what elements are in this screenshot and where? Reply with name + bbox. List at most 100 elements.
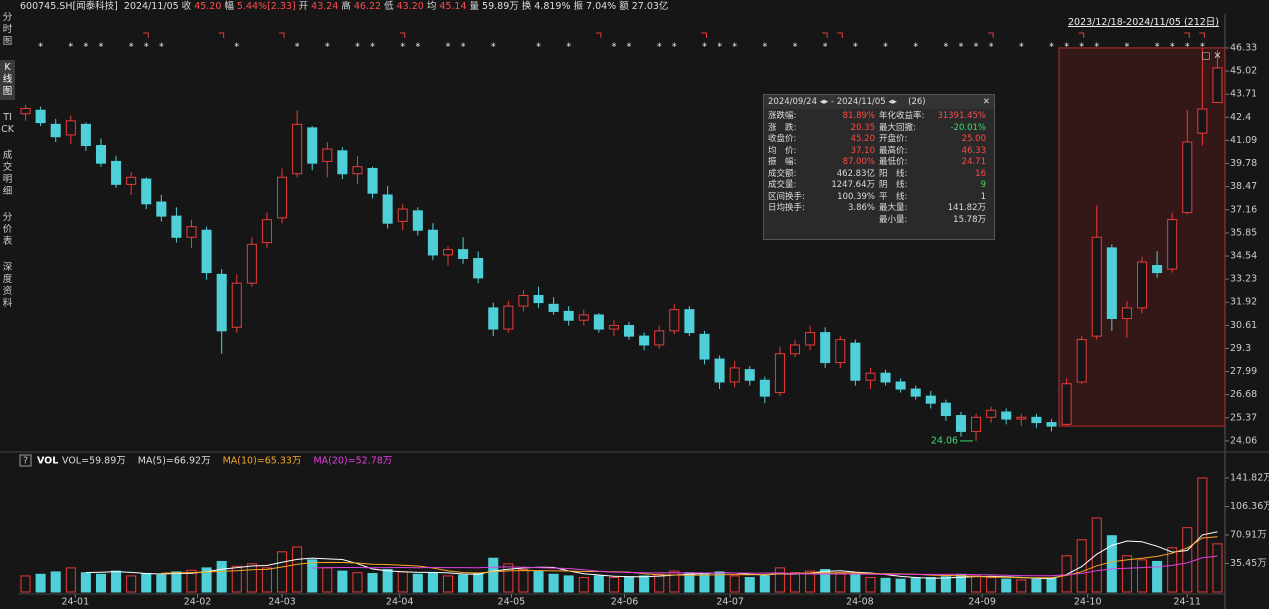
sidebar-tab[interactable]: K线图: [0, 60, 15, 100]
signal-marker: *: [732, 42, 737, 53]
candle-body: [729, 367, 740, 383]
stat-row: 最小量: 15.78万: [879, 215, 990, 227]
y-tick-label: 45.02: [1230, 66, 1257, 77]
candle-body: [367, 167, 378, 194]
stat-row: 振 幅: 87.00%: [768, 157, 879, 169]
signal-marker: *: [1155, 42, 1160, 53]
volume-bar: [1046, 577, 1057, 593]
volume-bar: [20, 575, 31, 593]
stat-label: 开盘价:: [879, 134, 908, 144]
stat-label: 成交量:: [768, 180, 797, 190]
y-tick-label: 141.82万: [1230, 472, 1269, 483]
candle-body: [820, 332, 831, 364]
stat-label: 最高价:: [879, 145, 908, 156]
range-count: (26): [908, 97, 926, 107]
volume-bar: [699, 573, 710, 593]
volume-bar: [412, 573, 423, 593]
range-stats: 2024/09/24 ◂▸ - 2024/11/05 ◂▸ (26) ✕ 涨跌幅:…: [763, 94, 995, 240]
stat-label: 振 幅:: [768, 157, 797, 167]
signal-marker: *: [853, 42, 858, 53]
candle-body: [714, 358, 725, 383]
y-tick-label: 106.36万: [1230, 501, 1269, 512]
volume-bar: [880, 577, 891, 593]
stat-label: 阴 线:: [879, 180, 908, 190]
y-tick-label: 35.45万: [1230, 558, 1267, 569]
signal-marker: *: [68, 42, 73, 53]
date-range[interactable]: 2023/12/18-2024/11/05 (212日): [1067, 17, 1219, 28]
stat-row: 日均换手: 3.86%: [768, 203, 879, 215]
candle-body: [20, 107, 31, 115]
signal-marker: *: [717, 42, 722, 53]
volume-title: VOL: [37, 456, 58, 467]
stat-row: 区间换手: 100.39%: [768, 192, 879, 204]
volume-bar: [382, 568, 393, 593]
selection-range: [1058, 47, 1226, 427]
legend-entry: MA(20)=52.78万: [313, 456, 392, 467]
x-tick-label: 24-06: [611, 597, 639, 608]
sidebar-tab[interactable]: 成交明细: [2, 150, 13, 197]
signal-marker: *: [1079, 42, 1084, 53]
volume-bar: [925, 577, 936, 593]
candle-body: [442, 249, 454, 256]
candle-body: [156, 201, 167, 217]
volume-bar: [246, 563, 257, 593]
stat-row: 阴 线: 9: [879, 180, 990, 192]
signal-marker: *: [84, 42, 89, 53]
stat-value: 20.35: [850, 122, 875, 133]
volume-bar: [1212, 543, 1223, 593]
stat-row: 最高价: 46.33: [879, 146, 990, 158]
stat-label: 区间换手:: [768, 191, 805, 202]
field-value: 5.44%[2.33]: [236, 1, 296, 12]
field-value: 27.03亿: [631, 1, 669, 12]
signal-flag: [837, 32, 843, 38]
volume-bar: [744, 577, 755, 593]
x-tick-label: 24-10: [1074, 597, 1102, 608]
volume-bar: [442, 575, 454, 593]
signal-marker: *: [1064, 42, 1069, 53]
candle-body: [578, 314, 589, 321]
y-tick-label: 27.99: [1230, 366, 1257, 377]
candle-body: [744, 369, 755, 381]
close-button[interactable]: ✕: [982, 97, 990, 107]
volume-bar: [216, 560, 227, 593]
y-tick-label: 25.37: [1230, 412, 1257, 423]
stat-value: 45.20: [850, 134, 875, 144]
signal-flag: [988, 32, 994, 38]
volume-bar: [1167, 547, 1178, 593]
sidebar-tab[interactable]: 分时图: [2, 12, 13, 47]
volume-bar: [292, 546, 303, 593]
y-tick-label: 42.4: [1230, 112, 1251, 123]
sidebar-tab[interactable]: 深度资料: [2, 262, 13, 309]
volume-bar: [1091, 517, 1102, 593]
volume-bar: [774, 567, 785, 593]
stats-right: 年化收益率: 31391.45% 最大回撤: -20.01% 开盘价: 25.00 最高价:…: [879, 111, 990, 226]
volume-ma-line: [85, 531, 1218, 580]
signal-marker: *: [974, 42, 979, 53]
volume-bar: [352, 572, 363, 593]
signal-marker: *: [1094, 42, 1099, 53]
stat-value: 16: [975, 168, 986, 179]
candle-body: [503, 305, 514, 330]
x-tick-label: 24-01: [62, 597, 90, 608]
symbol: 600745.SH[闻泰科技]: [20, 1, 118, 12]
signal-flag: [143, 32, 149, 38]
volume-bar: [850, 573, 861, 593]
candle-body: [111, 160, 122, 185]
candle-body: [639, 335, 650, 346]
signal-marker: *: [762, 42, 767, 53]
candle-body: [925, 395, 936, 404]
volume-bar: [1031, 578, 1042, 593]
sidebar-tab[interactable]: TICK: [1, 112, 14, 135]
sidebar-tab[interactable]: 分价表: [2, 212, 13, 247]
window-buttons: □ ✕: [1201, 51, 1221, 62]
candle-body: [1046, 422, 1057, 427]
stat-label: 阳 线:: [879, 168, 908, 179]
volume-bar: [231, 565, 242, 593]
candle-body: [246, 243, 257, 284]
x-tick-label: 24-09: [968, 597, 996, 608]
stat-value: 87.00%: [842, 157, 875, 167]
stat-value: 81.89%: [842, 111, 875, 121]
candle-body: [1016, 416, 1027, 420]
signal-marker: *: [129, 42, 134, 53]
